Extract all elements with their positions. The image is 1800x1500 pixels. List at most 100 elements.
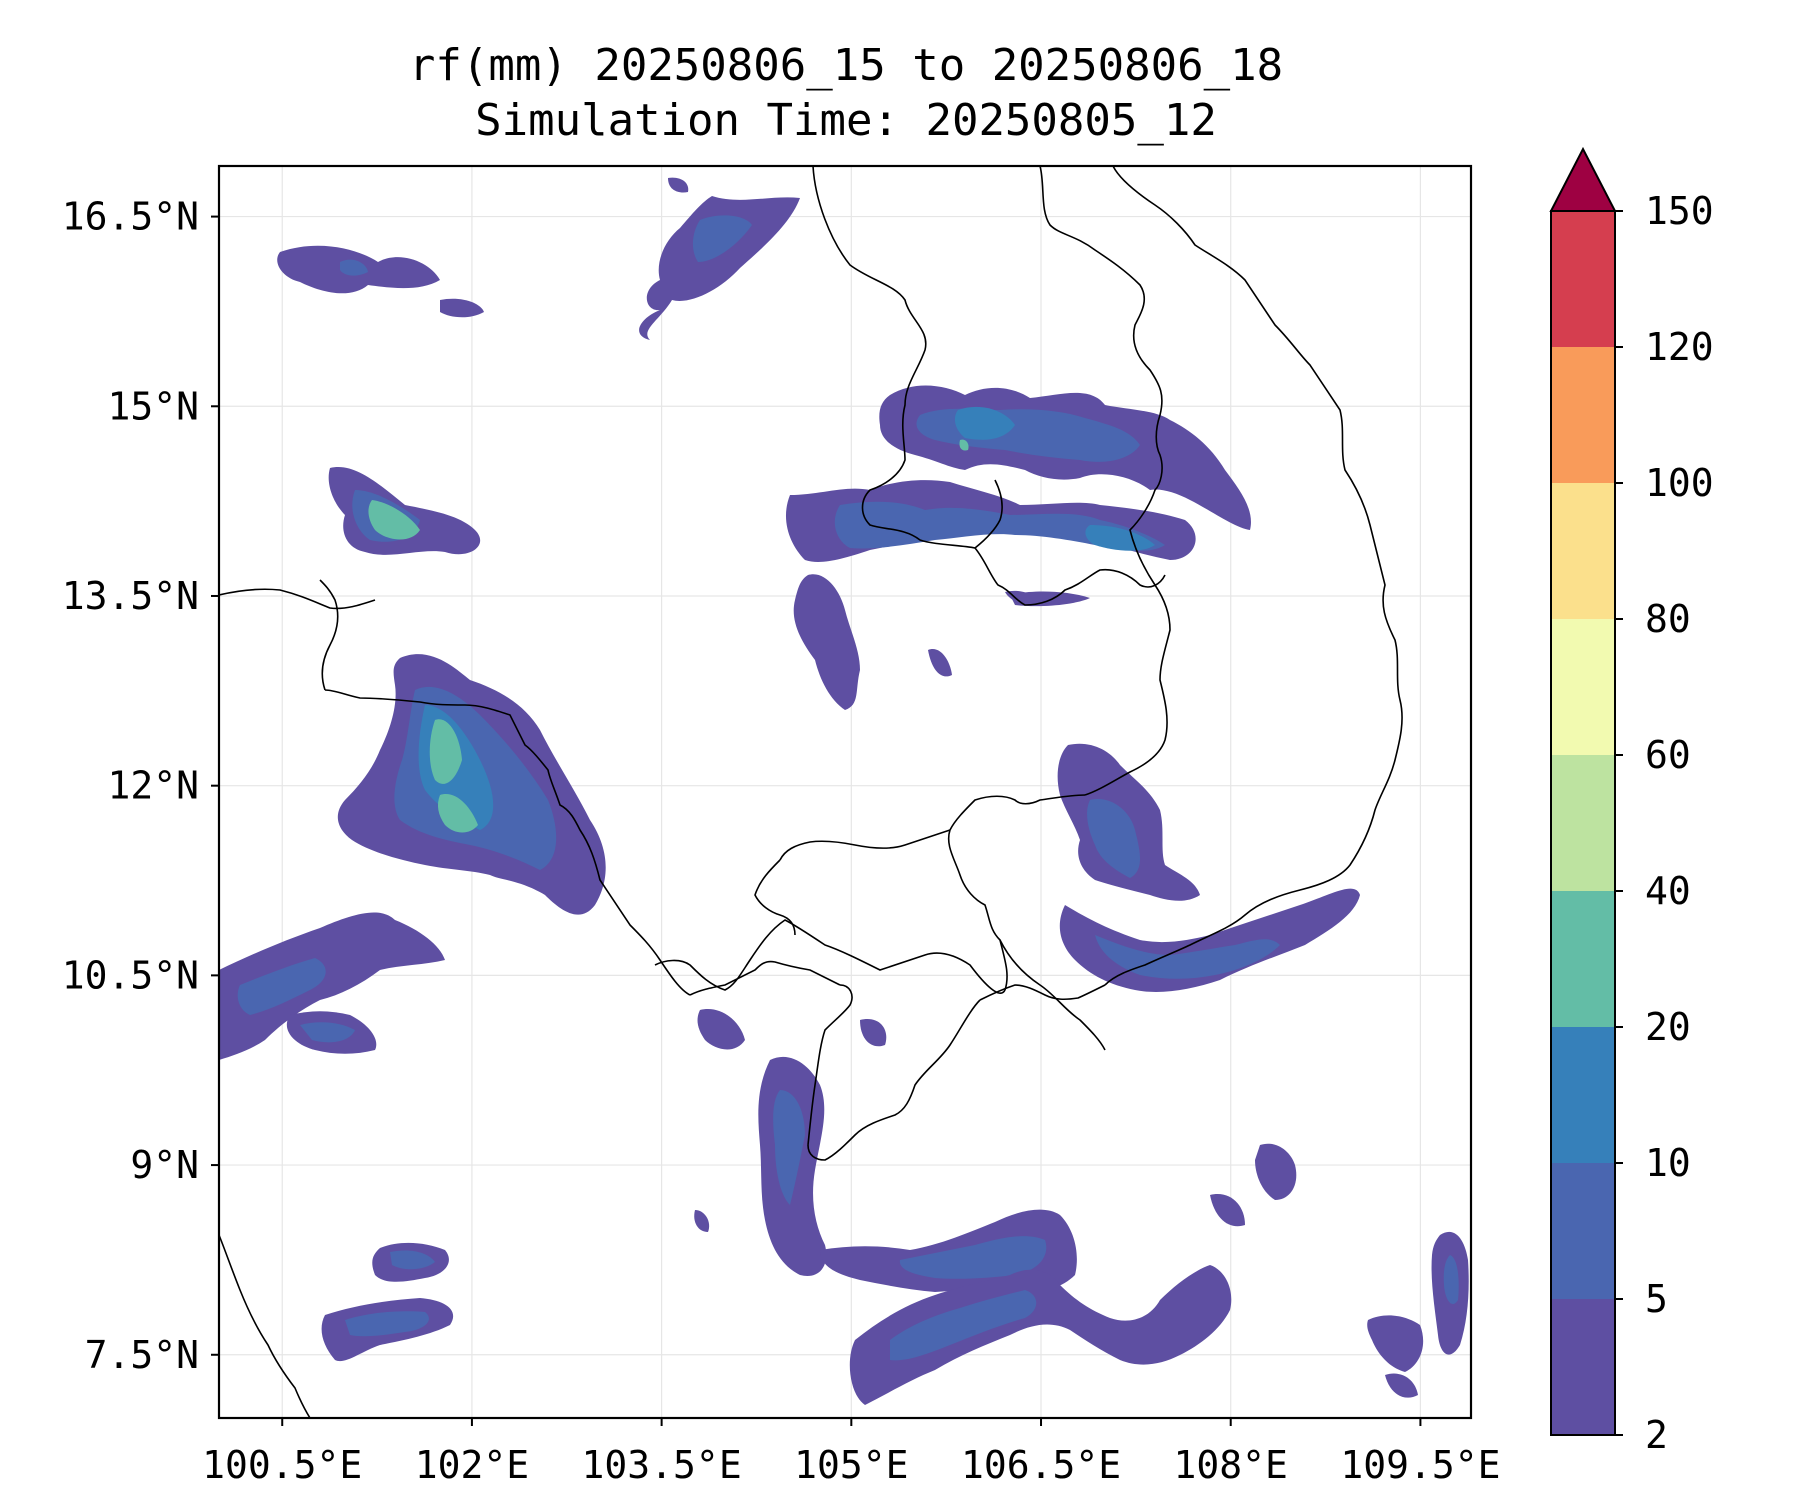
map-frame: [217, 164, 1473, 1420]
rain-cell-west-coast: [219, 912, 445, 1060]
colorbar: 2 5 10 20 40 60 80 100 120 150: [1549, 146, 1714, 1457]
rainfall-layer: [219, 166, 1469, 1418]
lon-tick-label: 103.5°E: [582, 1443, 742, 1487]
rain-area: [692, 215, 752, 262]
country-border: [779, 829, 951, 861]
map-panel: 100.5°E 102°E 103.5°E 105°E 106.5°E 108°E 109.…: [62, 164, 1500, 1487]
rain-area: [1255, 1143, 1297, 1200]
latitude-ticks: 16.5°N 15°N 13.5°N 12°N 10.5°N 9°N 7.5°N: [62, 195, 219, 1377]
rain-area: [1085, 525, 1155, 551]
colorbar-segment: [1551, 1027, 1615, 1163]
figure-title: rf(mm) 20250806_15 to 20250806_18: [409, 40, 1283, 91]
rain-cell-gulf-thailand-east: [337, 654, 606, 915]
rain-area: [300, 1022, 355, 1043]
colorbar-label: 40: [1645, 869, 1691, 913]
rain-area: [1010, 591, 1090, 607]
rain-cell-northwest: [277, 245, 484, 318]
coastline: [689, 960, 841, 996]
rain-area: [773, 1090, 805, 1205]
rain-cell-southwest-sea: [321, 1242, 454, 1362]
rain-area: [899, 1236, 1047, 1279]
rain-area: [697, 1009, 745, 1050]
rain-cell-east-corner: [1367, 1231, 1469, 1398]
colorbar-segment: [1551, 1163, 1615, 1299]
colorbar-segment: [1551, 891, 1615, 1027]
coastlines-and-borders: [219, 166, 1403, 1418]
lon-tick-label: 109.5°E: [1340, 1443, 1500, 1487]
colorbar-segment: [1551, 483, 1615, 619]
coastline: [807, 984, 853, 1146]
rain-cell-west-central: [328, 467, 481, 555]
coastline: [807, 999, 981, 1161]
colorbar-segment: [1551, 1299, 1615, 1435]
country-border: [654, 919, 1006, 994]
rain-area: [694, 1210, 710, 1232]
figure-subtitle: Simulation Time: 20250805_12: [475, 95, 1217, 146]
coastline: [979, 984, 1106, 1001]
colorbar-segment: [1551, 347, 1615, 483]
country-border: [1039, 166, 1171, 796]
rain-cell-north: [639, 177, 800, 340]
rain-area: [345, 1311, 429, 1337]
colorbar-segment: [1551, 619, 1615, 755]
coastline: [324, 689, 691, 996]
colorbar-label: 60: [1645, 733, 1691, 777]
lon-tick-label: 100.5°E: [202, 1443, 362, 1487]
rain-area: [954, 406, 1015, 440]
lon-tick-label: 108°E: [1174, 1443, 1288, 1487]
rain-cell-southern: [694, 1009, 1077, 1293]
lon-tick-label: 102°E: [415, 1443, 529, 1487]
colorbar-frame: [1550, 210, 1616, 1436]
rain-area: [1443, 1255, 1459, 1305]
lat-tick-label: 9°N: [130, 1143, 199, 1187]
rain-area: [1210, 1194, 1245, 1227]
rain-area: [368, 500, 420, 540]
rain-area: [793, 574, 860, 710]
rain-area: [437, 794, 478, 833]
colorbar-label: 2: [1645, 1413, 1668, 1457]
lat-tick-label: 7.5°N: [85, 1333, 199, 1377]
lat-tick-label: 13.5°N: [62, 574, 199, 618]
coastline: [754, 859, 796, 936]
lat-tick-label: 12°N: [107, 764, 199, 808]
coastline: [999, 939, 1106, 1051]
colorbar-label: 5: [1645, 1277, 1668, 1321]
colorbar-label: 100: [1645, 461, 1714, 505]
rain-area: [1367, 1315, 1424, 1372]
coastline: [219, 588, 376, 610]
rain-area: [237, 958, 326, 1015]
rain-area: [1385, 1373, 1418, 1398]
lon-tick-label: 106.5°E: [961, 1443, 1121, 1487]
rain-area: [1087, 799, 1140, 878]
rain-area: [219, 912, 445, 1060]
rain-area: [340, 259, 368, 276]
colorbar-segment: [1551, 755, 1615, 891]
rain-cell-central-south: [793, 574, 1090, 710]
rain-area: [890, 1290, 1037, 1361]
colorbar-label: 150: [1645, 189, 1714, 233]
coastline: [974, 547, 1166, 606]
longitude-ticks: 100.5°E 102°E 103.5°E 105°E 106.5°E 108°E 109.…: [202, 1418, 1500, 1487]
rain-cell-southeast: [1057, 743, 1360, 992]
coastline: [319, 579, 339, 691]
lon-tick-label: 105°E: [794, 1443, 908, 1487]
rain-area: [639, 196, 800, 340]
colorbar-label: 20: [1645, 1005, 1691, 1049]
coastline: [1104, 166, 1403, 986]
colorbar-label: 120: [1645, 325, 1714, 369]
rain-area: [440, 298, 484, 318]
rain-area: [928, 649, 952, 677]
colorbar-segment: [1551, 211, 1615, 347]
rain-area: [429, 719, 462, 784]
gridlines: [219, 166, 1471, 1418]
rain-area: [390, 1250, 435, 1270]
rain-cell-southeast-sea: [849, 1143, 1297, 1405]
colorbar-extend-arrow: [1549, 146, 1617, 212]
rain-area: [668, 177, 689, 193]
colorbar-label: 10: [1645, 1141, 1691, 1185]
coastline: [219, 1234, 311, 1418]
lat-tick-label: 10.5°N: [62, 953, 199, 997]
rain-area: [1095, 935, 1280, 979]
rain-area: [860, 1019, 887, 1047]
